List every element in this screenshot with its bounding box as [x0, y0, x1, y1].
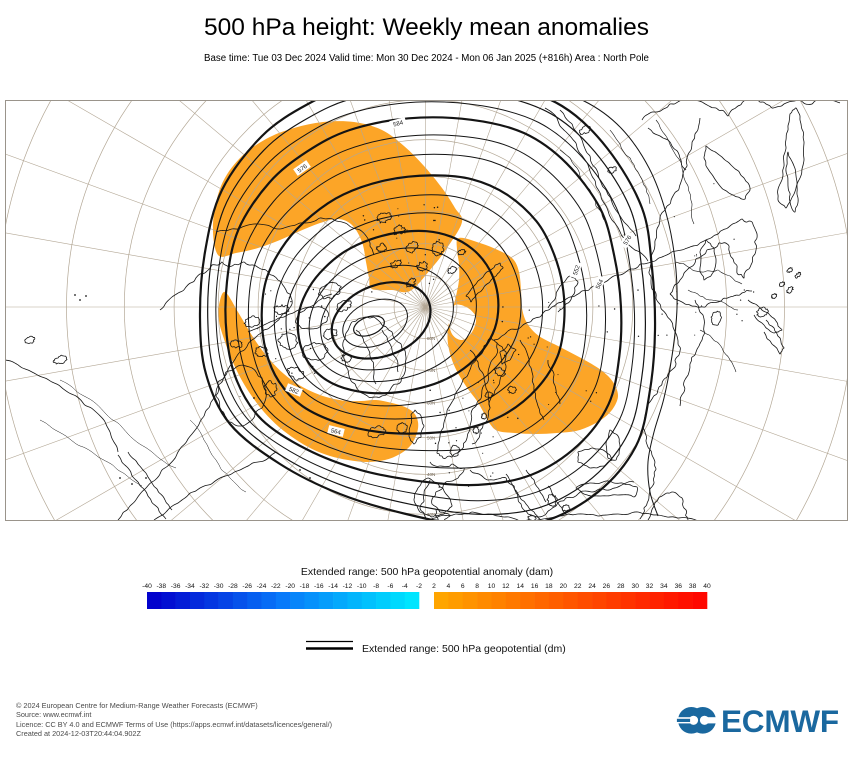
svg-text:-32: -32	[199, 583, 209, 590]
svg-text:30N: 30N	[427, 512, 435, 517]
svg-text:40N: 40N	[427, 472, 435, 477]
svg-text:4: 4	[447, 583, 451, 590]
svg-text:-28: -28	[228, 583, 238, 590]
svg-text:-20: -20	[285, 583, 295, 590]
svg-text:584: 584	[393, 120, 405, 129]
svg-text:80N: 80N	[427, 336, 435, 341]
svg-text:36: 36	[675, 583, 683, 590]
svg-text:-14: -14	[328, 583, 338, 590]
svg-text:Extended range: 500 hPa geopot: Extended range: 500 hPa geopotential (dm…	[362, 643, 566, 655]
svg-text:38: 38	[689, 583, 697, 590]
svg-text:16: 16	[531, 583, 539, 590]
svg-text:576: 576	[623, 234, 634, 246]
svg-text:22: 22	[574, 583, 582, 590]
svg-text:34: 34	[660, 583, 668, 590]
svg-text:28: 28	[617, 583, 625, 590]
svg-text:40: 40	[703, 583, 711, 590]
svg-text:-2: -2	[416, 583, 422, 590]
svg-text:564: 564	[330, 428, 342, 436]
svg-text:-16: -16	[314, 583, 324, 590]
svg-text:-26: -26	[242, 583, 252, 590]
svg-text:-8: -8	[373, 583, 379, 590]
svg-text:24: 24	[588, 583, 596, 590]
svg-text:552: 552	[573, 264, 582, 276]
svg-text:14: 14	[516, 583, 524, 590]
svg-text:-38: -38	[156, 583, 166, 590]
svg-text:564: 564	[595, 278, 605, 290]
svg-text:-36: -36	[171, 583, 181, 590]
svg-text:-30: -30	[214, 583, 224, 590]
svg-text:12: 12	[502, 583, 510, 590]
svg-text:-12: -12	[343, 583, 353, 590]
svg-text:30: 30	[631, 583, 639, 590]
svg-text:18: 18	[545, 583, 553, 590]
svg-text:-34: -34	[185, 583, 195, 590]
svg-text:-24: -24	[257, 583, 267, 590]
svg-text:32: 32	[646, 583, 654, 590]
svg-text:-22: -22	[271, 583, 281, 590]
svg-text:Extended range: 500 hPa geopot: Extended range: 500 hPa geopotential ano…	[301, 566, 553, 578]
svg-text:2: 2	[432, 583, 436, 590]
svg-text:576: 576	[297, 163, 309, 174]
svg-text:-18: -18	[300, 583, 310, 590]
svg-text:-6: -6	[387, 583, 393, 590]
svg-text:50N: 50N	[427, 436, 435, 441]
svg-text:60N: 60N	[427, 401, 435, 406]
svg-text:-40: -40	[142, 583, 152, 590]
svg-text:8: 8	[475, 583, 479, 590]
svg-text:ECMWF: ECMWF	[721, 703, 839, 739]
svg-text:26: 26	[603, 583, 611, 590]
svg-text:6: 6	[461, 583, 465, 590]
svg-text:70N: 70N	[427, 368, 435, 373]
svg-text:20: 20	[560, 583, 568, 590]
svg-text:582: 582	[288, 387, 300, 397]
svg-text:-10: -10	[357, 583, 367, 590]
svg-text:-4: -4	[402, 583, 408, 590]
svg-text:10: 10	[488, 583, 496, 590]
